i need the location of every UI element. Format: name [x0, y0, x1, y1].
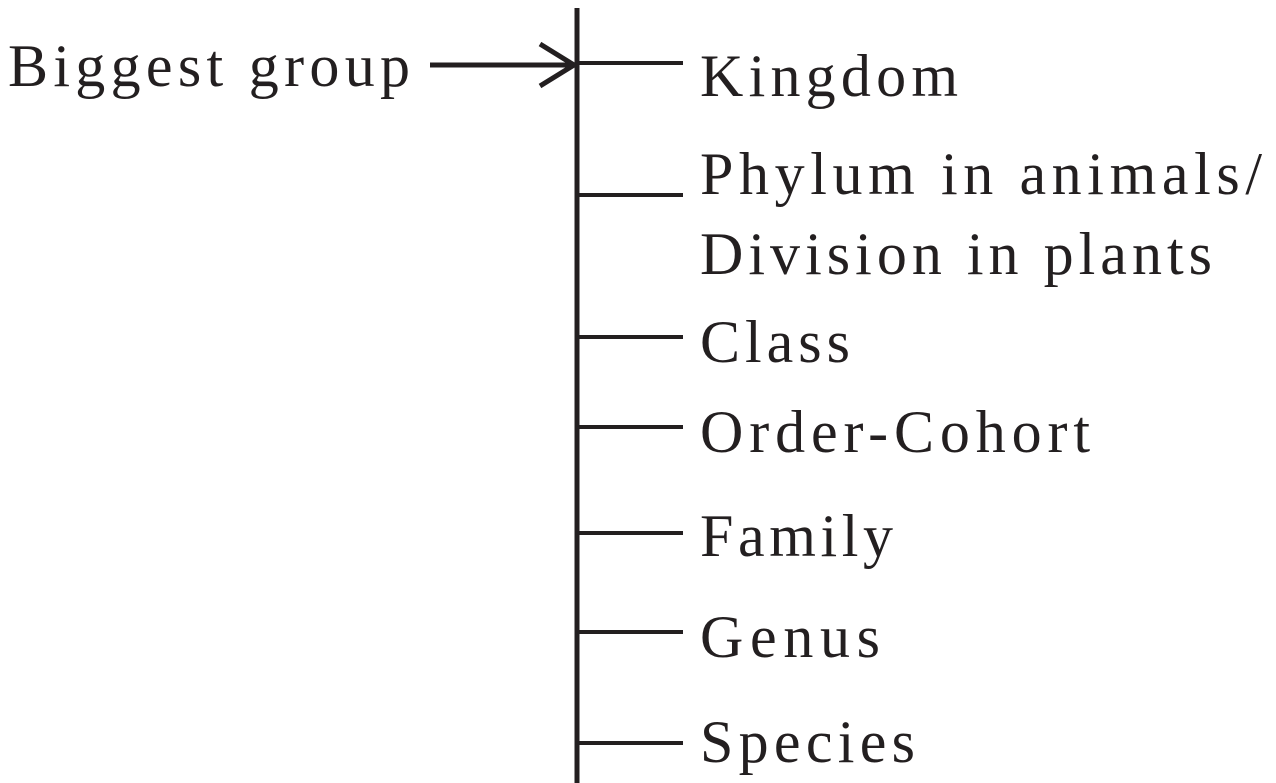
rank-phylum: Phylum in animals/ — [700, 141, 1262, 207]
rank-species: Species — [700, 709, 915, 775]
biggest-group-label: Biggest group — [8, 33, 410, 99]
rank-division: Division in plants — [700, 221, 1212, 287]
rank-class: Class — [700, 309, 850, 375]
rank-order-cohort: Order-Cohort — [700, 399, 1090, 465]
arrow-icon — [430, 41, 579, 89]
rank-genus: Genus — [700, 604, 880, 670]
rank-kingdom: Kingdom — [700, 43, 958, 109]
rank-family: Family — [700, 503, 893, 569]
